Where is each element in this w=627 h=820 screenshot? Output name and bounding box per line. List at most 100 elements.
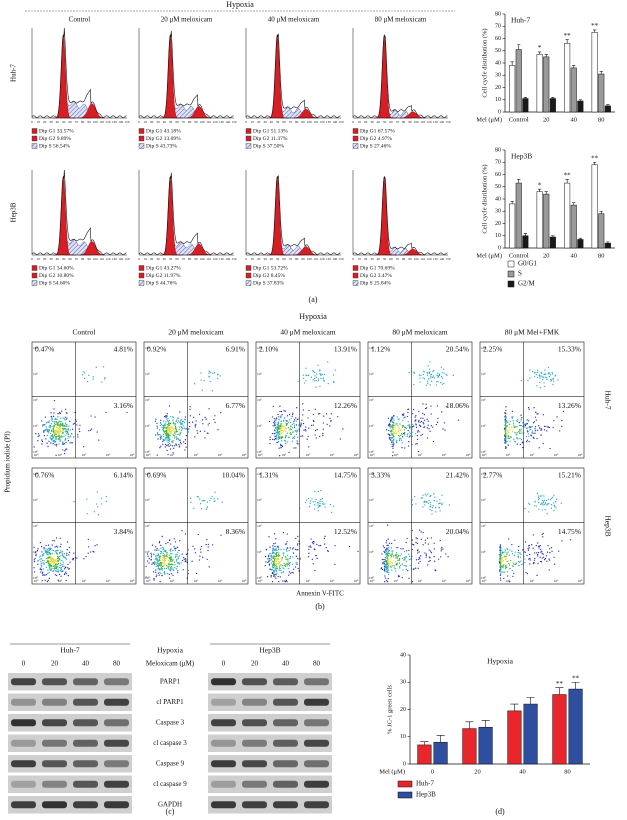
event-dot <box>162 547 165 549</box>
event-dot <box>408 436 410 438</box>
event-dot <box>382 545 384 547</box>
x-tick-label: 70 <box>75 120 79 124</box>
protein-label: cl caspase 3 <box>153 739 187 747</box>
event-dot <box>315 498 317 501</box>
event-dot <box>323 380 325 382</box>
y-tick-label: 10¹ <box>33 550 38 554</box>
event-dot <box>544 509 546 511</box>
event-dot <box>427 543 430 545</box>
event-dot <box>192 416 195 419</box>
event-dot <box>179 432 181 434</box>
x-tick-label: 140 <box>332 120 337 124</box>
x-tick-label: 50 <box>276 257 280 261</box>
event-dot <box>60 575 62 577</box>
x-tick-label: 10⁴ <box>578 453 584 457</box>
event-dot <box>509 440 511 442</box>
event-dot <box>52 565 54 567</box>
x-tick-label: 110 <box>313 257 318 261</box>
x-tick-label: 50 <box>383 120 387 124</box>
event-dot <box>322 415 325 417</box>
event-dot <box>391 445 393 447</box>
event-dot <box>387 577 389 580</box>
event-dot <box>184 442 187 445</box>
event-dot <box>177 556 179 558</box>
event-dot <box>535 505 537 507</box>
event-dot <box>543 500 545 502</box>
event-dot <box>280 569 282 572</box>
event-dot <box>276 565 278 567</box>
event-dot <box>532 547 534 549</box>
event-dot <box>280 572 282 574</box>
event-dot <box>292 568 295 570</box>
event-dot <box>157 572 160 574</box>
event-dot <box>37 440 39 442</box>
event-dot <box>389 560 391 562</box>
event-dot <box>174 426 177 428</box>
x-tick-label: 150 <box>446 120 451 124</box>
event-dot <box>105 411 107 414</box>
event-dot <box>58 555 60 557</box>
event-dot <box>508 562 510 565</box>
lane-label: 80 <box>313 660 321 668</box>
y-tick-label: 0 <box>498 245 501 251</box>
event-dot <box>272 561 274 563</box>
event-dot <box>390 566 392 569</box>
event-dot <box>160 434 162 437</box>
y-tick-label: 10⁰ <box>145 576 151 580</box>
event-dot <box>166 423 169 426</box>
event-dot <box>57 566 59 568</box>
event-dot <box>291 426 294 429</box>
y-tick-label: 50 <box>495 184 501 190</box>
event-dot <box>45 548 47 550</box>
event-dot <box>439 539 441 542</box>
event-dot <box>294 566 297 568</box>
event-dot <box>192 507 195 510</box>
event-dot <box>82 374 84 376</box>
event-dot <box>41 572 44 575</box>
event-dot <box>49 549 51 551</box>
event-dot <box>59 421 61 423</box>
x-tick-label: 100 <box>93 257 98 261</box>
event-dot <box>391 553 393 555</box>
event-dot <box>283 426 285 428</box>
event-dot <box>167 559 170 562</box>
event-dot <box>164 567 166 569</box>
event-dot <box>288 563 290 566</box>
event-dot <box>286 541 288 543</box>
event-dot <box>392 422 395 424</box>
x-tick-label: 80 <box>402 120 406 124</box>
event-dot <box>401 426 404 429</box>
x-tick-label: 40 <box>519 768 526 775</box>
event-dot <box>513 572 515 575</box>
event-dot <box>161 574 163 577</box>
event-dot <box>202 423 204 425</box>
event-dot <box>59 411 61 414</box>
event-dot <box>515 434 517 436</box>
event-dot <box>508 437 511 440</box>
event-dot <box>193 548 196 550</box>
event-dot <box>176 562 178 564</box>
event-dot <box>532 422 535 424</box>
event-dot <box>504 571 506 573</box>
event-dot <box>290 433 292 436</box>
event-dot <box>391 433 393 436</box>
y-tick-label: 10² <box>145 398 150 402</box>
event-dot <box>100 497 102 499</box>
event-dot <box>536 438 538 440</box>
error-bar <box>551 97 555 99</box>
event-dot <box>287 563 289 565</box>
event-dot <box>401 557 403 560</box>
blot-band <box>11 698 36 706</box>
event-dot <box>506 552 508 554</box>
y-tick-label: 0 <box>498 109 501 115</box>
event-dot <box>392 451 394 453</box>
event-dot <box>61 410 63 412</box>
event-dot <box>55 567 57 570</box>
event-dot <box>393 443 395 445</box>
event-dot <box>520 563 523 566</box>
event-dot <box>530 426 532 428</box>
event-dot <box>160 436 163 438</box>
x-tick-label: 10⁰ <box>34 579 40 583</box>
event-dot <box>309 500 312 502</box>
event-dot <box>297 535 299 538</box>
